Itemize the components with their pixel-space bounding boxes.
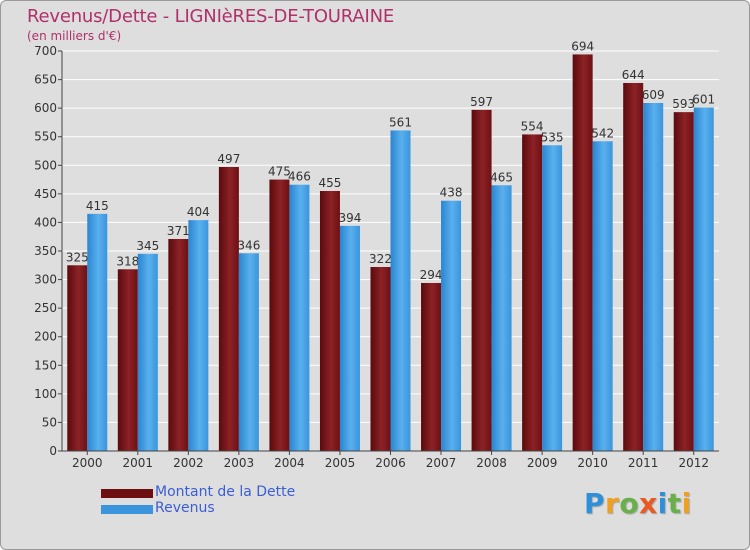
bar-revenus [339, 225, 360, 451]
bar-revenus [238, 253, 259, 451]
bar-revenus [188, 220, 209, 451]
data-label-revenus: 561 [389, 115, 412, 129]
data-label-dette: 597 [470, 95, 493, 109]
bar-dette [269, 179, 290, 452]
data-label-revenus: 465 [490, 170, 513, 184]
data-label-dette: 318 [116, 254, 139, 268]
logo-letter: o [619, 487, 640, 520]
bar-revenus [693, 107, 714, 452]
data-label-revenus: 404 [187, 205, 210, 219]
data-label-revenus: 542 [591, 126, 614, 140]
x-axis: 2000 2001 2002 2003 2004 2005 2006 2007 2008 2009… [62, 450, 719, 470]
x-tick-label: 2012 [678, 456, 709, 470]
legend-label-dette: Montant de la Dette [155, 484, 296, 500]
data-label-dette: 593 [672, 97, 695, 111]
y-tick-label: 650 [34, 73, 57, 87]
logo-letter: x [639, 487, 658, 520]
y-tick-label: 550 [34, 130, 57, 144]
y-tick-label: 300 [34, 273, 57, 287]
data-label-dette: 294 [420, 268, 443, 282]
bar-revenus [87, 213, 108, 451]
y-tick-label: 400 [34, 215, 57, 229]
legend-label-revenus: Revenus [155, 500, 215, 516]
x-tick-label: 2001 [123, 456, 154, 470]
y-tick-label: 700 [34, 44, 57, 58]
bar-dette [623, 83, 644, 451]
bar-dette [471, 109, 492, 451]
y-tick-label: 0 [49, 444, 57, 458]
data-label-dette: 371 [167, 224, 190, 238]
data-label-revenus: 438 [440, 186, 463, 200]
y-tick-label: 350 [34, 244, 57, 258]
bar-revenus [491, 185, 512, 452]
data-label-revenus: 394 [339, 211, 362, 225]
x-tick-label: 2006 [375, 456, 406, 470]
bar-revenus [643, 103, 664, 451]
data-label-revenus: 415 [86, 199, 109, 213]
y-tick-label: 600 [34, 101, 57, 115]
logo-letter: r [605, 487, 620, 520]
bar-dette [319, 191, 340, 451]
bar-revenus [137, 253, 158, 451]
chart-title: Revenus/Dette - LIGNIèRES-DE-TOURAINE [27, 6, 395, 27]
x-tick-label: 2010 [577, 456, 608, 470]
bar-dette [168, 239, 189, 451]
bar-dette [67, 265, 88, 451]
y-tick-label: 150 [34, 358, 57, 372]
x-tick-label: 2007 [426, 456, 457, 470]
bar-revenus [441, 200, 462, 451]
x-tick-label: 2009 [527, 456, 558, 470]
x-tick-label: 2008 [476, 456, 507, 470]
y-tick-label: 500 [34, 158, 57, 172]
bar-revenus [390, 130, 411, 451]
y-axis: 0 50 100 150 200 250 300 350 400 450 500 550 600 650 7… [34, 44, 63, 458]
bar-dette [673, 112, 694, 452]
bar-dette [370, 267, 391, 451]
bar-revenus [592, 141, 613, 452]
bar-dette [522, 134, 543, 451]
bar-dette [117, 269, 138, 451]
data-label-revenus: 346 [237, 238, 260, 252]
data-label-dette: 325 [66, 250, 89, 264]
data-label-dette: 475 [268, 165, 291, 179]
data-label-dette: 554 [521, 119, 544, 133]
data-label-dette: 322 [369, 252, 392, 266]
data-label-revenus: 601 [692, 93, 715, 107]
bar-revenus [289, 184, 310, 451]
y-tick-label: 100 [34, 387, 57, 401]
y-tick-label: 50 [42, 415, 57, 429]
y-tick-label: 200 [34, 330, 57, 344]
logo-letter: i [657, 487, 668, 520]
legend-swatch-dette [101, 489, 153, 498]
logo-letter: P [584, 487, 606, 520]
bar-dette [218, 167, 239, 451]
data-label-revenus: 535 [541, 130, 564, 144]
logo-letter: i [681, 487, 692, 520]
x-tick-label: 2000 [72, 456, 103, 470]
x-tick-label: 2005 [325, 456, 356, 470]
y-tick-label: 250 [34, 301, 57, 315]
bar-dette [572, 54, 593, 452]
data-label-revenus: 466 [288, 170, 311, 184]
data-label-revenus: 609 [642, 88, 665, 102]
chart-subtitle: (en milliers d'€) [27, 29, 122, 43]
data-label-dette: 497 [217, 152, 240, 166]
x-tick-label: 2002 [173, 456, 204, 470]
proxiti-logo: Proxiti [584, 489, 692, 519]
data-label-revenus: 345 [136, 239, 159, 253]
data-label-dette: 644 [622, 68, 645, 82]
bar-dette [421, 283, 442, 451]
x-tick-label: 2011 [628, 456, 659, 470]
data-label-dette: 694 [571, 39, 594, 53]
x-tick-label: 2003 [224, 456, 255, 470]
y-tick-label: 450 [34, 187, 57, 201]
logo-letter: t [667, 487, 682, 520]
bar-revenus [542, 145, 563, 452]
data-label-dette: 455 [319, 176, 342, 190]
x-tick-label: 2004 [274, 456, 305, 470]
legend-swatch-revenus [101, 505, 153, 514]
